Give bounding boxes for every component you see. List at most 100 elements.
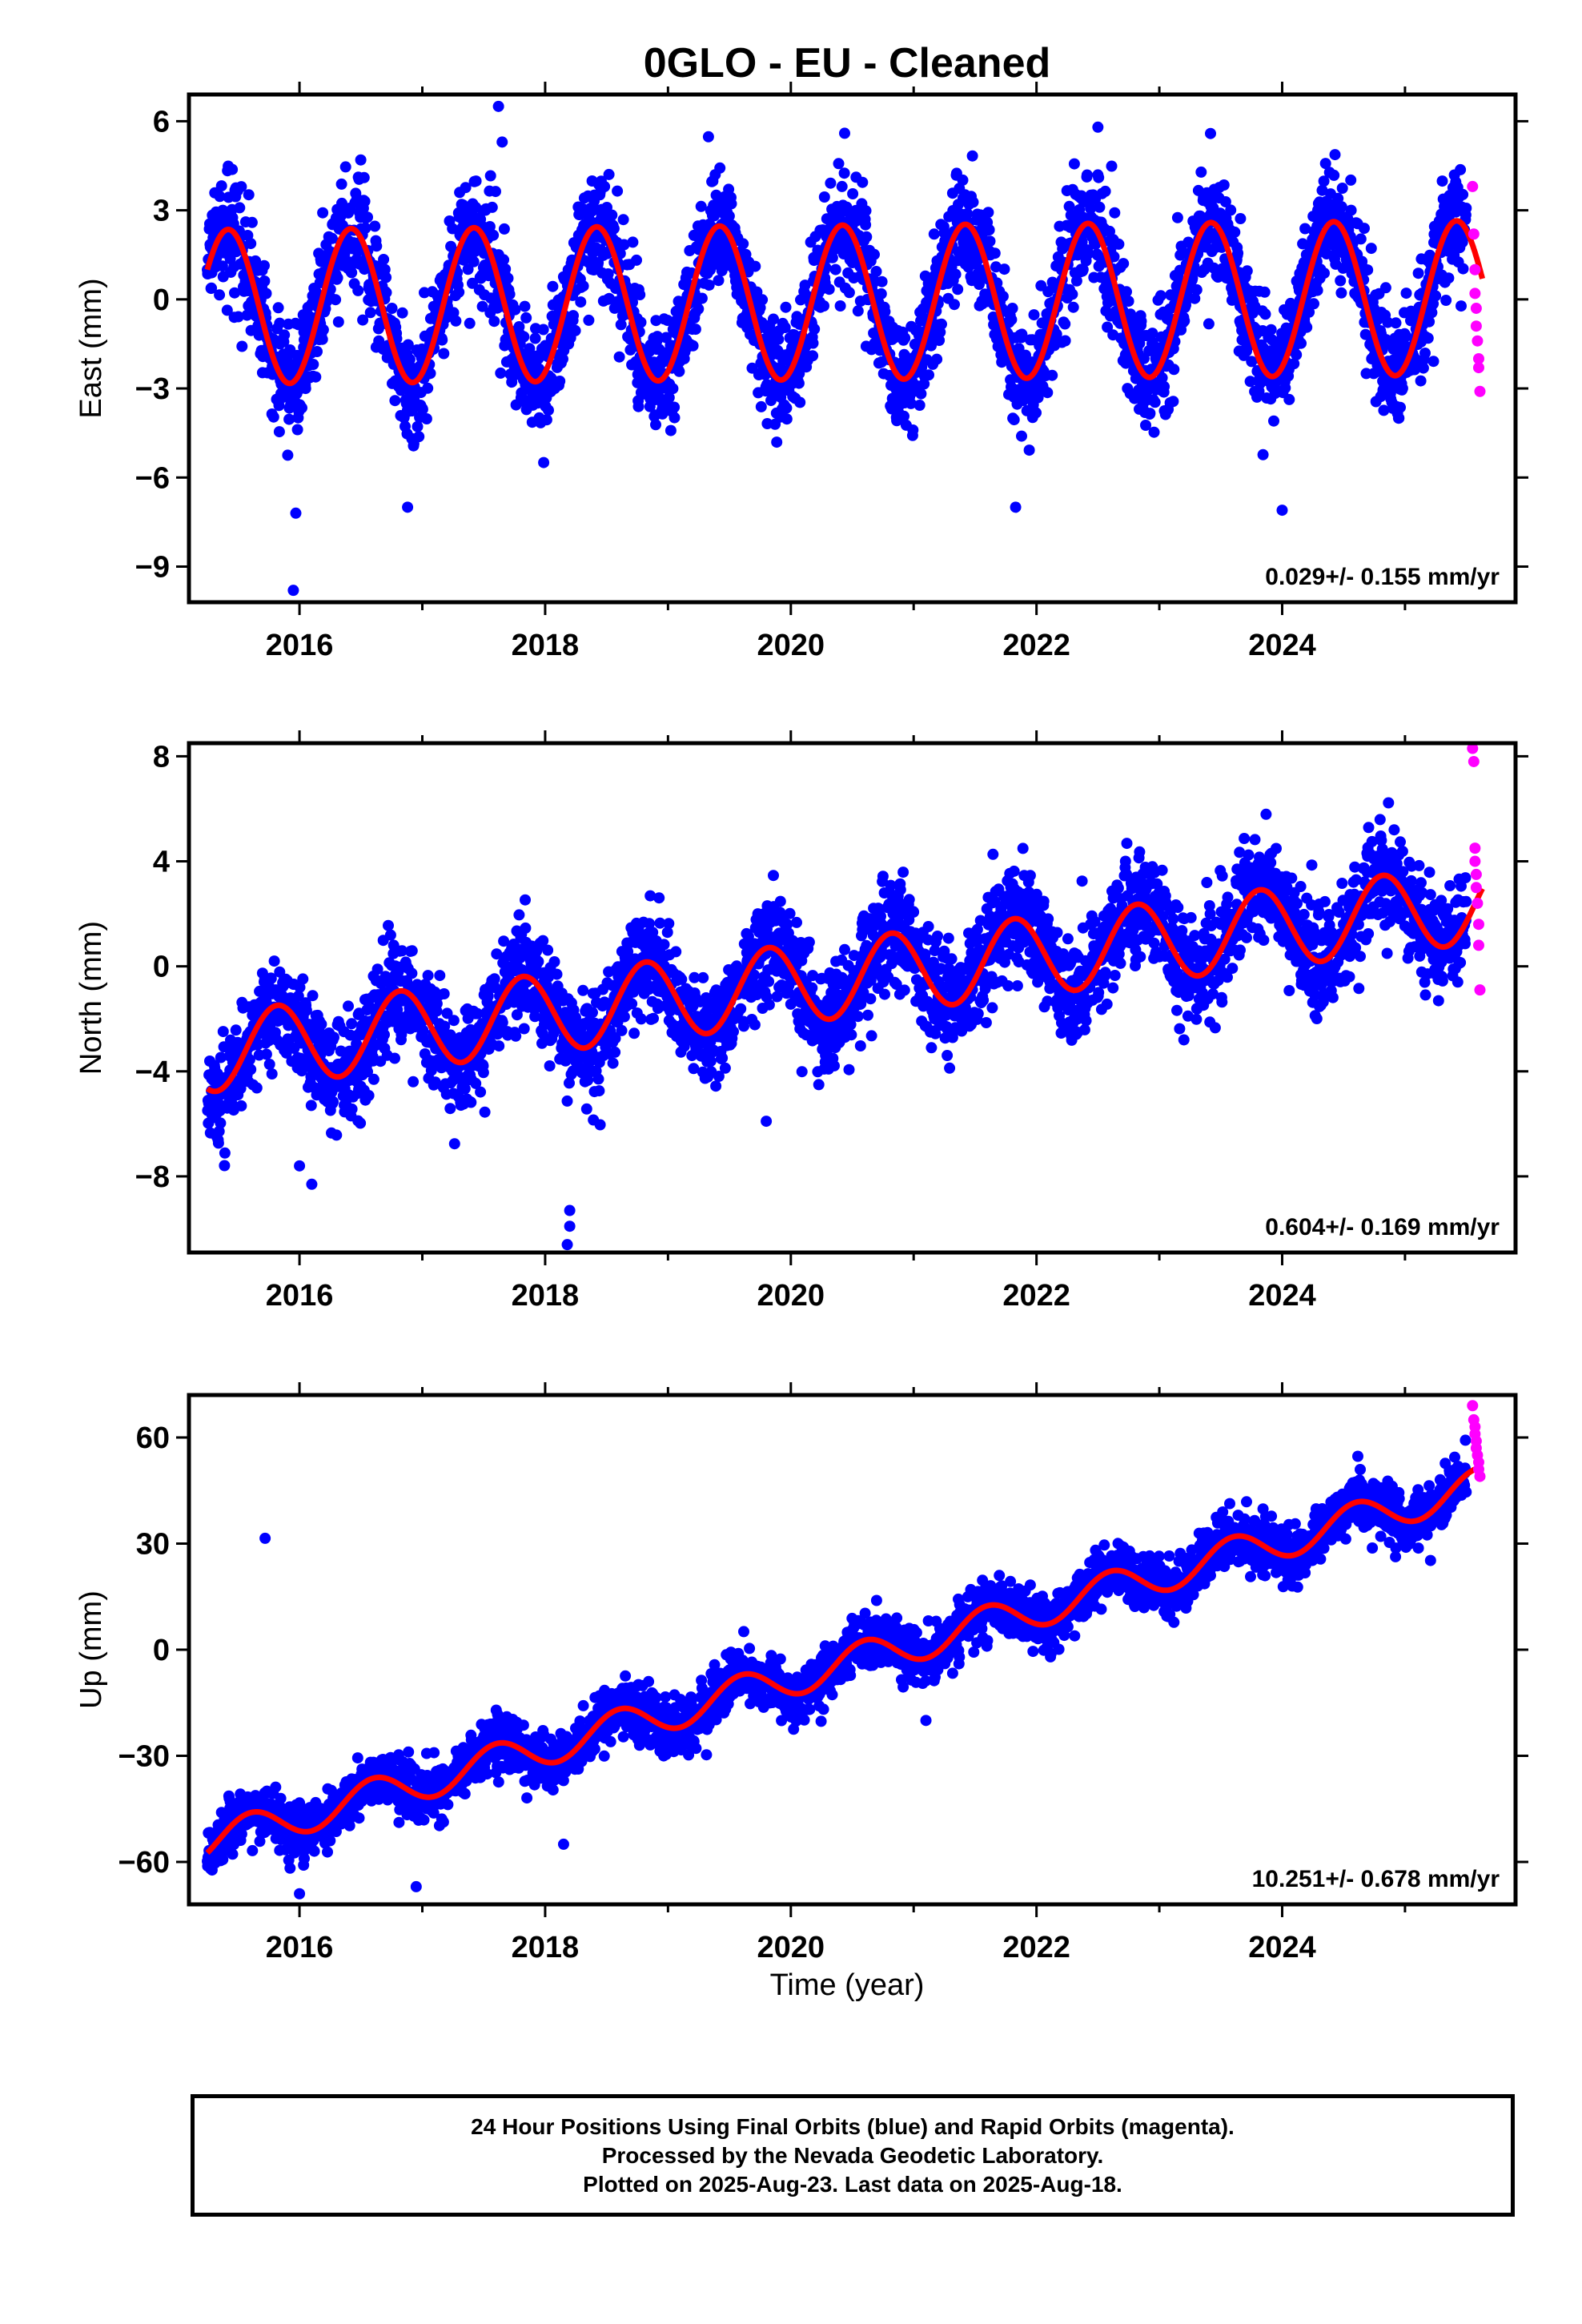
data-point	[364, 307, 376, 319]
data-point	[1328, 169, 1340, 181]
data-point	[327, 1096, 339, 1108]
data-point	[519, 300, 531, 312]
data-point	[554, 376, 566, 387]
data-point	[839, 127, 850, 139]
data-point	[1415, 375, 1427, 387]
data-point	[389, 1052, 400, 1064]
data-point	[695, 200, 707, 212]
data-point	[369, 220, 381, 232]
east-rate-label: 0.029+/- 0.155 mm/yr	[1265, 564, 1500, 590]
data-point	[316, 333, 328, 345]
data-point	[1106, 160, 1118, 172]
data-point	[273, 426, 285, 438]
data-point	[613, 351, 625, 363]
data-point	[518, 331, 530, 343]
data-point	[335, 178, 347, 190]
data-point	[876, 275, 888, 287]
data-point	[728, 1026, 739, 1038]
data-point	[628, 1027, 640, 1039]
data-point	[358, 171, 370, 183]
data-point	[214, 289, 226, 301]
data-point	[470, 175, 482, 187]
data-point	[603, 168, 615, 180]
data-point	[1218, 179, 1230, 191]
data-point	[363, 1090, 375, 1101]
data-point	[829, 263, 841, 275]
data-point	[1067, 301, 1079, 313]
data-point	[479, 1106, 491, 1118]
data-point	[259, 259, 270, 271]
data-point	[297, 973, 309, 985]
data-point	[781, 413, 793, 425]
data-point	[1066, 288, 1078, 300]
data-point	[609, 1046, 621, 1058]
x-tick-label: 2016	[266, 629, 334, 662]
data-point	[408, 1076, 420, 1088]
data-point	[317, 207, 329, 219]
data-point	[1457, 188, 1469, 200]
data-point	[331, 1129, 343, 1141]
data-point	[380, 287, 392, 299]
data-point	[291, 424, 303, 436]
data-point	[510, 1030, 522, 1042]
data-point	[229, 287, 240, 299]
data-point	[484, 221, 496, 232]
data-point	[386, 303, 398, 314]
data-point	[406, 967, 418, 979]
data-point	[1395, 401, 1406, 413]
data-point	[378, 254, 390, 265]
data-point	[468, 255, 480, 267]
data-point	[236, 340, 248, 352]
data-point	[296, 402, 307, 414]
data-point	[1345, 174, 1357, 186]
east-y-axis-label: East (mm)	[74, 278, 108, 418]
x-tick-label: 2018	[512, 629, 580, 662]
data-point	[402, 339, 414, 351]
data-point	[355, 154, 367, 166]
data-point	[580, 1103, 592, 1115]
data-point	[561, 1095, 573, 1107]
data-point	[245, 238, 257, 250]
data-point	[1118, 258, 1130, 270]
data-point	[260, 1048, 272, 1060]
data-point	[669, 412, 681, 424]
rapid-data-point	[1474, 385, 1486, 397]
data-point	[434, 970, 446, 982]
data-point	[532, 955, 544, 967]
data-point	[263, 1059, 275, 1070]
data-point	[260, 287, 272, 300]
rapid-data-point	[1470, 320, 1482, 332]
data-point	[330, 294, 342, 306]
data-point	[627, 236, 639, 248]
data-point	[450, 315, 462, 327]
data-point	[1443, 272, 1455, 284]
data-point	[1006, 303, 1018, 314]
data-point	[568, 310, 579, 322]
data-point	[602, 268, 614, 279]
data-point	[1336, 183, 1348, 194]
data-point	[774, 895, 786, 907]
data-point	[687, 340, 699, 352]
data-point	[852, 305, 864, 317]
data-point	[1241, 265, 1253, 277]
data-point	[899, 332, 911, 344]
outlier-point	[290, 507, 302, 519]
data-point	[793, 377, 805, 389]
data-point	[422, 382, 434, 394]
data-point	[768, 313, 779, 325]
data-point	[749, 1019, 761, 1031]
data-point	[307, 359, 319, 370]
data-point	[266, 1068, 278, 1080]
data-point	[1168, 364, 1180, 376]
data-point	[1178, 315, 1191, 327]
data-point	[438, 988, 450, 999]
data-point	[818, 191, 830, 203]
data-point	[544, 1060, 556, 1072]
data-point	[520, 312, 532, 324]
data-point	[557, 353, 568, 365]
data-point	[663, 392, 675, 404]
data-point	[794, 396, 806, 408]
data-point	[317, 324, 329, 336]
y-tick-label: −6	[135, 461, 170, 495]
